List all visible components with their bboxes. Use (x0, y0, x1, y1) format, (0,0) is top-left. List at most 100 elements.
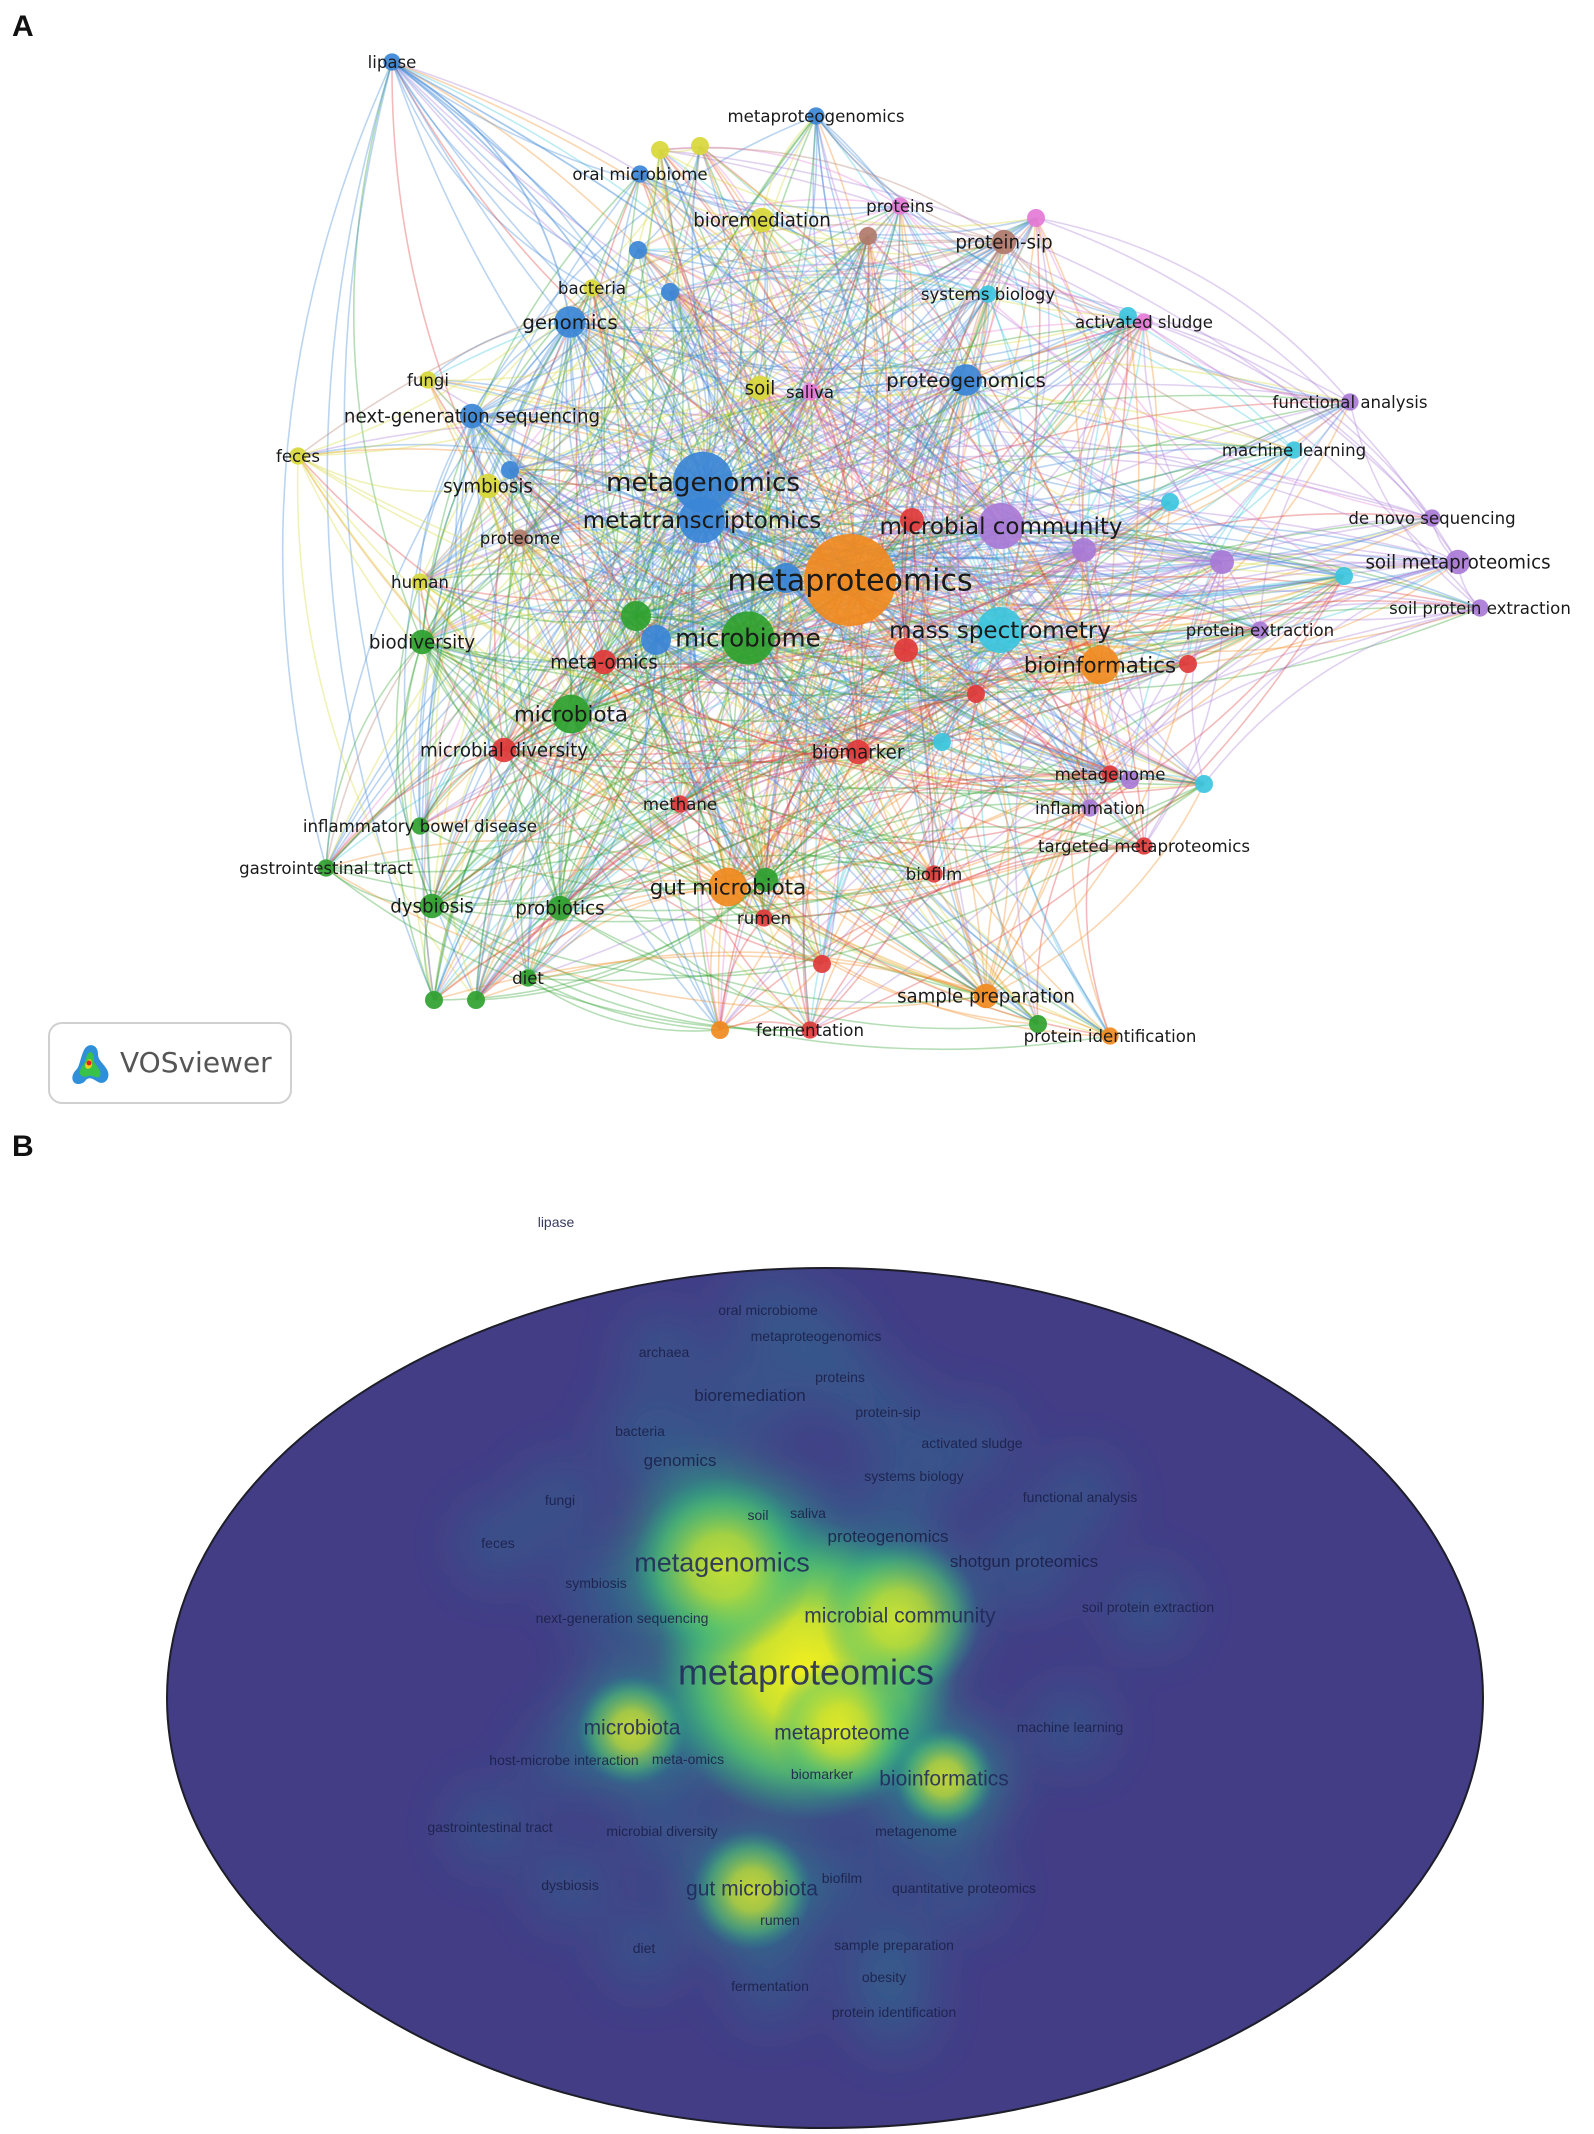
density-blob (933, 1404, 1011, 1482)
network-link (421, 641, 935, 875)
network-link (471, 240, 1005, 417)
network-link (427, 321, 571, 381)
network-link (809, 561, 1223, 1031)
network-link (655, 639, 1131, 783)
network-link (509, 469, 765, 919)
network-link (849, 561, 1459, 627)
network-link (471, 415, 1001, 631)
network-link (867, 235, 1145, 847)
network-link (570, 577, 787, 715)
network-link (655, 447, 1295, 641)
network-link (431, 579, 851, 907)
density-blob (849, 1373, 927, 1451)
network-link (701, 519, 913, 540)
network-link (975, 693, 1010, 997)
network-link (1000, 525, 1223, 569)
network-link (431, 628, 1261, 907)
network-link (747, 629, 1261, 681)
network-link (821, 561, 1459, 965)
network-link (559, 629, 1001, 909)
network-link (849, 575, 1345, 624)
network-link (431, 868, 729, 907)
network-link (644, 639, 721, 1031)
network-link (591, 287, 1459, 564)
network-link (815, 115, 1111, 775)
network-link (702, 217, 1037, 483)
network-link (471, 415, 935, 875)
node-symbiosis (475, 473, 501, 499)
network-link (419, 149, 661, 583)
network-link (867, 235, 1091, 809)
network-link (785, 577, 859, 753)
network-link (635, 577, 787, 618)
network-link (391, 61, 605, 663)
network-link (911, 519, 977, 695)
network-link (849, 579, 1145, 847)
vosviewer-badge: VOSviewer (48, 1022, 292, 1104)
network-link (603, 649, 907, 685)
node-microbiota (551, 694, 591, 734)
network-link (849, 579, 1039, 1025)
network-link (419, 749, 505, 827)
network-link (637, 249, 967, 381)
density-label-metaproteomics: metaproteomics (678, 1652, 934, 1693)
network-link (857, 560, 1459, 753)
network-link (433, 575, 1345, 1001)
network-link (570, 713, 1145, 854)
network-link (591, 287, 1129, 353)
node-label-microbial-community: microbial community (880, 514, 1123, 540)
network-link (659, 149, 760, 639)
network-link (635, 615, 1039, 1025)
network-link (849, 561, 1223, 606)
network-link (431, 661, 605, 907)
network-link (911, 241, 1005, 521)
network-link (570, 713, 767, 881)
network-link (423, 537, 521, 1001)
network-link (419, 383, 1351, 583)
network-link (669, 291, 1189, 665)
network-link (527, 519, 703, 979)
network-link (911, 519, 1101, 666)
network-link (637, 249, 859, 753)
network-link (1035, 217, 1345, 577)
network-link (701, 205, 901, 521)
network-link (941, 561, 1223, 743)
network-link (1127, 315, 1459, 563)
network-link (1099, 575, 1345, 666)
network-nodes (289, 53, 1489, 1045)
density-label-protein-sip: protein-sip (855, 1404, 921, 1420)
node-bacteria (583, 279, 601, 297)
network-link (701, 519, 1261, 642)
node-gut-microbiota (708, 867, 748, 907)
network-link (669, 291, 811, 393)
network-node (1121, 771, 1139, 789)
network-link (487, 485, 1345, 616)
network-link (761, 219, 855, 581)
density-blob (803, 1839, 881, 1917)
network-link (701, 519, 1111, 1037)
network-node (425, 991, 443, 1009)
network-link (761, 219, 1005, 255)
network-node (501, 461, 519, 479)
network-link (427, 379, 1205, 785)
network-link (727, 501, 1171, 888)
network-link (727, 519, 913, 888)
network-link (702, 315, 1129, 483)
network-link (809, 575, 1345, 1031)
network-link (669, 291, 851, 581)
node-feces (289, 447, 307, 465)
network-link (431, 693, 977, 907)
network-link (747, 241, 1005, 639)
density-label-dysbiosis: dysbiosis (541, 1877, 599, 1893)
node-label-symbiosis: symbiosis (443, 476, 533, 497)
network-link (417, 321, 571, 827)
network-link (569, 321, 987, 997)
network-link (659, 149, 851, 581)
density-core (894, 1728, 994, 1828)
network-link (761, 219, 1205, 785)
network-link (635, 519, 913, 617)
network-link (419, 553, 1459, 827)
density-label-machine-learning: machine learning (1017, 1719, 1124, 1735)
network-link (821, 549, 1085, 965)
network-link (519, 537, 1085, 596)
